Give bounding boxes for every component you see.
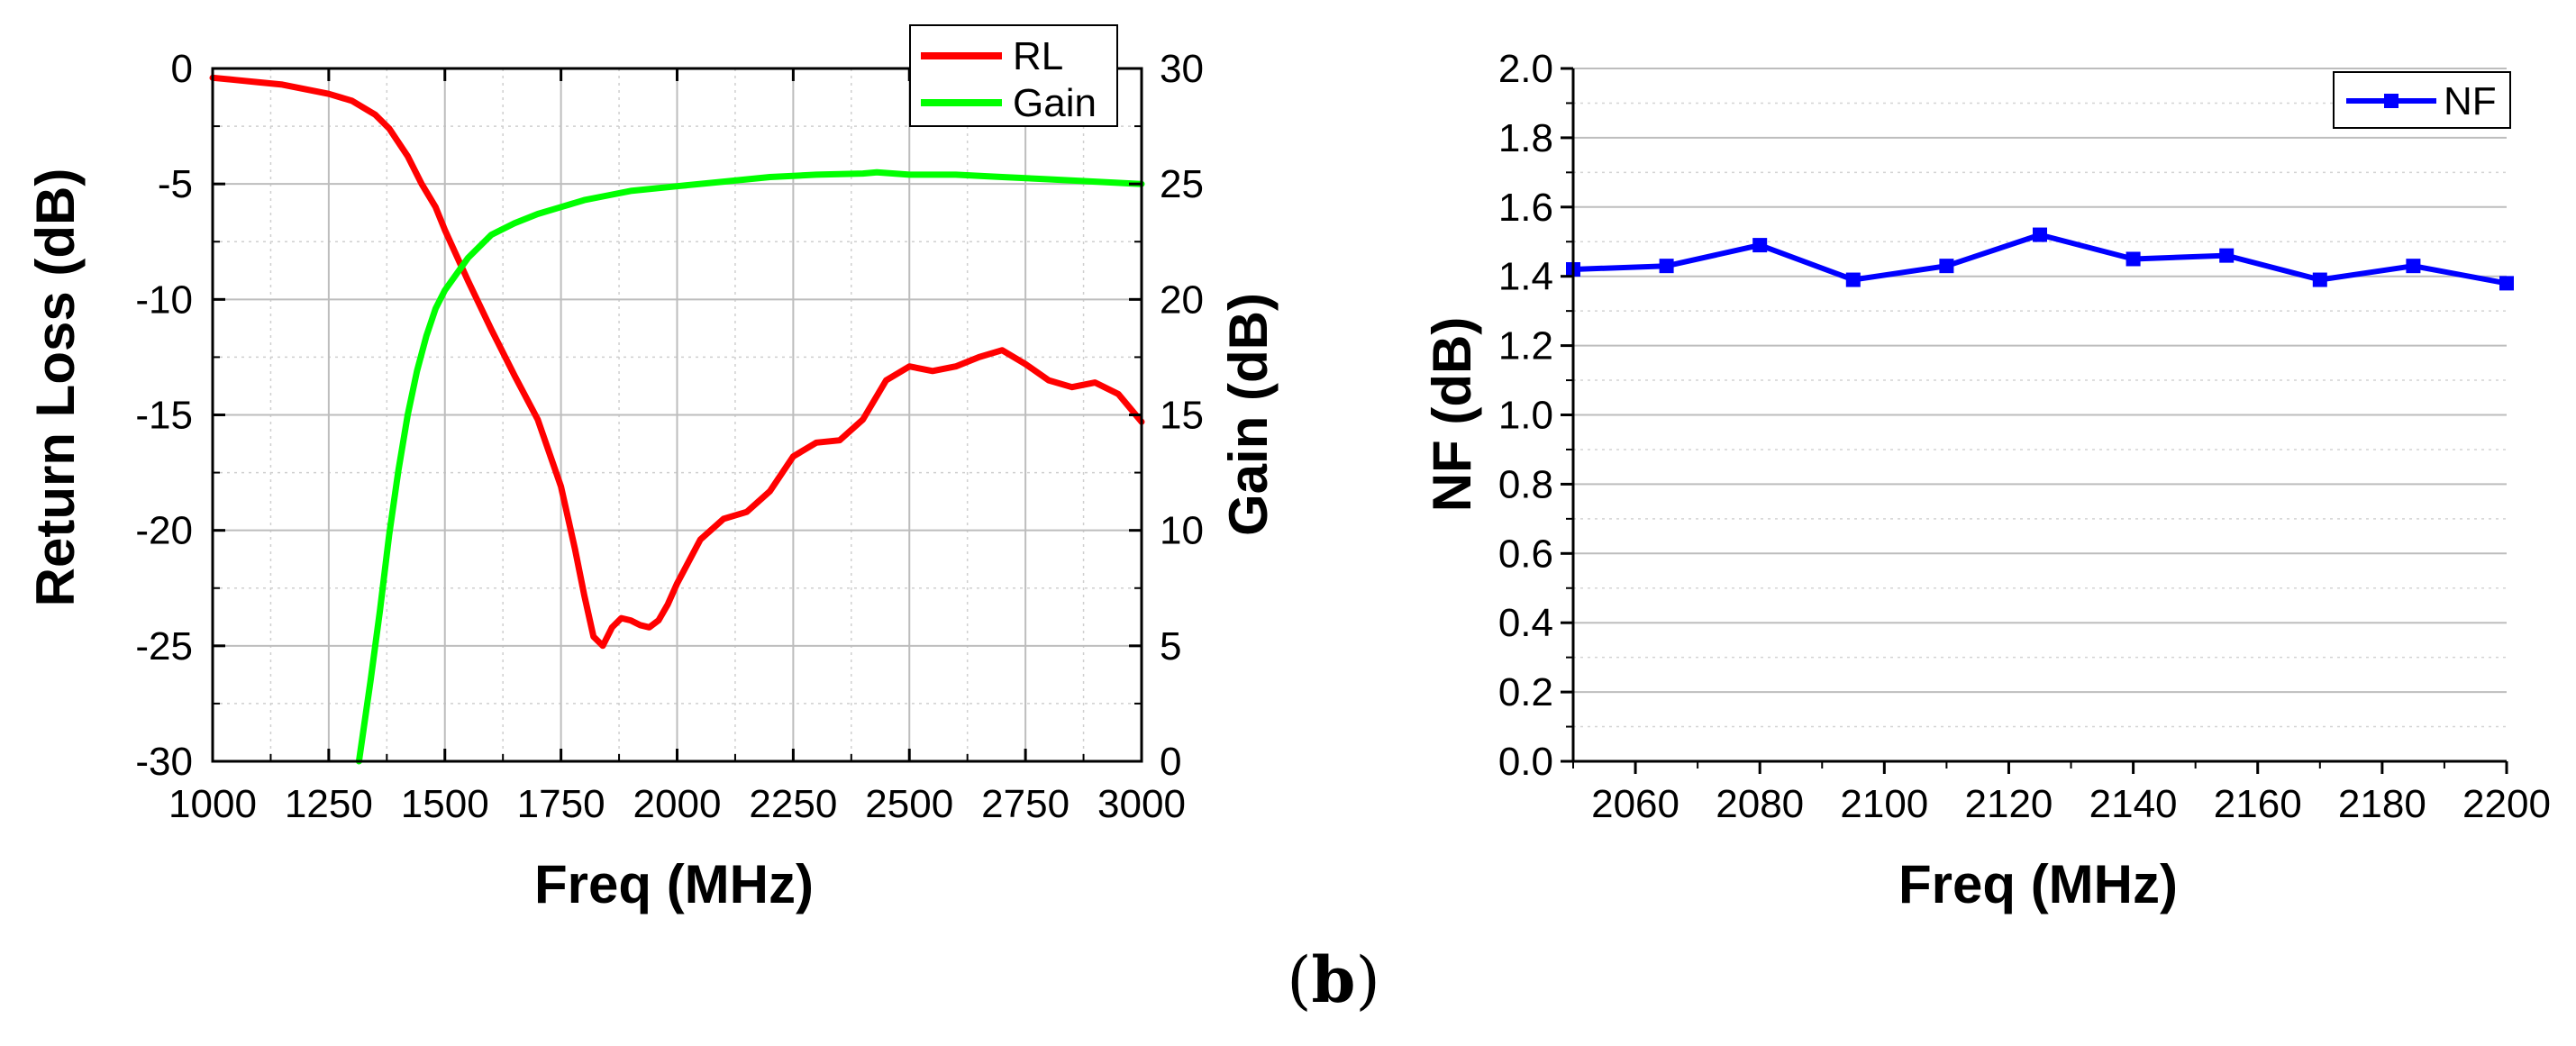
legend-gain-label: Gain <box>1013 81 1097 125</box>
x-tick-label: 2060 <box>1591 782 1679 826</box>
y2-tick-label: 30 <box>1160 47 1204 91</box>
x-tick-label: 2750 <box>981 782 1070 826</box>
chart1-y-axis-title: Return Loss (dB) <box>25 168 86 607</box>
y2-tick-label: 20 <box>1160 277 1204 322</box>
y2-tick-label: 5 <box>1160 624 1181 669</box>
chart2-series <box>1566 227 2514 291</box>
nf-data-point <box>2406 259 2421 274</box>
chart1-grid <box>212 68 1142 762</box>
y-tick-label: -20 <box>135 509 193 553</box>
x-tick-label: 1750 <box>517 782 605 826</box>
x-tick-label: 1250 <box>285 782 373 826</box>
nf-data-point <box>2125 251 2141 267</box>
y2-tick-label: 15 <box>1160 394 1204 438</box>
caption-close-paren: ) <box>1355 943 1379 1017</box>
y-tick-label: -15 <box>135 394 193 438</box>
chart1-legend-box <box>909 24 1118 127</box>
legend-nf-label: NF <box>2444 79 2497 123</box>
nf-data-point <box>2499 276 2514 291</box>
nf-data-point <box>1845 272 1861 287</box>
chart2-grid <box>1573 68 2507 728</box>
noise-figure-chart: 2060 2080 2100 2120 2140 2160 2180 2200 0.0 0.2 0.… <box>1422 47 2551 914</box>
x-tick-label: 1000 <box>168 782 257 826</box>
nf-data-point <box>1939 259 1954 274</box>
series-gain-line <box>355 168 1145 765</box>
nf-data-point <box>1752 238 1768 253</box>
nf-data-point <box>2219 248 2235 263</box>
return-loss-gain-chart: 1000 1250 1500 1750 2000 2250 2500 2750 30000-5-… <box>25 24 1279 914</box>
x-tick-label: 2080 <box>1716 782 1804 826</box>
y-tick-label: 1.8 <box>1498 116 1553 160</box>
y-tick-label: -25 <box>135 624 193 669</box>
chart1-legend: RL Gain <box>909 24 1118 127</box>
y2-tick-label: 25 <box>1160 162 1204 206</box>
y-tick-label: 1.6 <box>1498 186 1553 230</box>
y-tick-label: 0.6 <box>1498 532 1553 576</box>
x-tick-label: 2250 <box>749 782 837 826</box>
y-tick-label: -5 <box>158 162 193 206</box>
nf-data-point <box>2033 227 2047 242</box>
y-tick-label: 2.0 <box>1498 47 1553 91</box>
caption-letter: b <box>1312 942 1356 1017</box>
x-tick-label: 2100 <box>1840 782 1928 826</box>
chart1-series <box>209 74 1145 765</box>
y-tick-label: 1.0 <box>1498 394 1553 438</box>
chart2-x-axis-title: Freq (MHz) <box>1898 854 2178 914</box>
chart1-tick-labels: 1000 1250 1500 1750 2000 2250 2500 2750 30000-5-… <box>135 47 1204 826</box>
chart2-y-axis-title: NF (dB) <box>1422 317 1482 513</box>
y-tick-label: 0.2 <box>1498 670 1553 714</box>
y-tick-label: 1.4 <box>1498 255 1553 299</box>
y-tick-label: 1.2 <box>1498 324 1553 368</box>
x-tick-label: 3000 <box>1097 782 1186 826</box>
legend-nf-marker <box>2384 94 2399 108</box>
x-tick-label: 2000 <box>633 782 722 826</box>
nf-data-point <box>2312 272 2327 287</box>
x-tick-label: 1500 <box>401 782 489 826</box>
figure-caption: (b) <box>1287 942 1380 1017</box>
y-tick-label: 0 <box>171 47 193 91</box>
x-tick-label: 2160 <box>2214 782 2302 826</box>
y-tick-label: -10 <box>135 277 193 322</box>
y-tick-label: 0.8 <box>1498 462 1553 506</box>
y-tick-label: -30 <box>135 740 193 784</box>
y-tick-label: 0.0 <box>1498 740 1553 784</box>
chart1-y2-axis-title: Gain (dB) <box>1218 293 1279 536</box>
x-tick-label: 2200 <box>2462 782 2551 826</box>
chart1-x-axis-title: Freq (MHz) <box>534 854 814 914</box>
chart2-tick-labels: 2060 2080 2100 2120 2140 2160 2180 2200 0.0 0.2 0.… <box>1498 47 2551 826</box>
x-tick-label: 2180 <box>2338 782 2426 826</box>
chart2-legend: NF <box>2333 71 2511 129</box>
nf-data-point <box>1659 259 1674 274</box>
y-tick-label: 0.4 <box>1498 601 1553 645</box>
y2-tick-label: 10 <box>1160 509 1204 553</box>
legend-rl-label: RL <box>1013 34 1063 78</box>
series-rl-line <box>209 74 1145 650</box>
x-tick-label: 2500 <box>865 782 953 826</box>
chart2-ticks <box>1561 67 2508 774</box>
x-tick-label: 2120 <box>1965 782 2053 826</box>
y2-tick-label: 0 <box>1160 740 1181 784</box>
x-tick-label: 2140 <box>2089 782 2178 826</box>
caption-open-paren: ( <box>1287 943 1311 1017</box>
